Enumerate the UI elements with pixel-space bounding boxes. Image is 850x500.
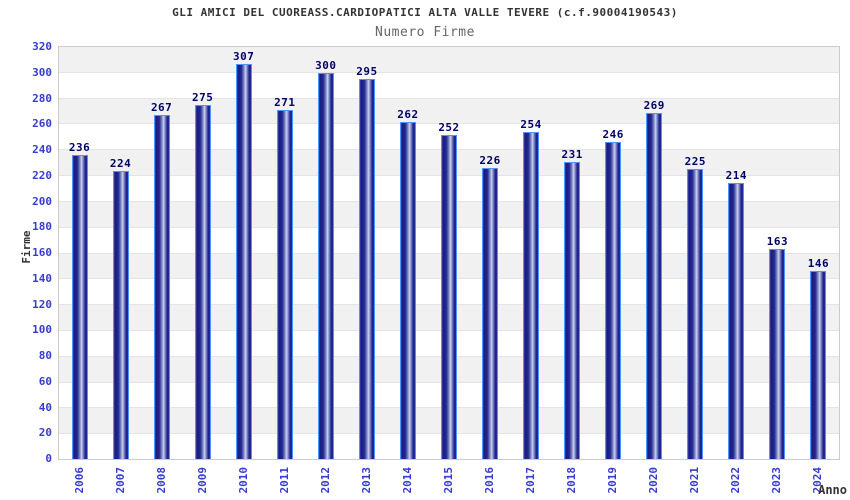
chart-title: GLI AMICI DEL CUOREASS.CARDIOPATICI ALTA… bbox=[172, 6, 678, 19]
bar-2019: 246 bbox=[603, 128, 623, 459]
y-tick-label: 60 bbox=[38, 374, 52, 388]
chart-subtitle: Numero Firme bbox=[375, 25, 475, 40]
bar-value-label: 295 bbox=[356, 65, 378, 79]
bar-2020: 269 bbox=[644, 99, 664, 459]
x-tick-label: 2011 bbox=[277, 467, 291, 494]
bar-2013: 295 bbox=[356, 65, 377, 459]
x-tick-label: 2020 bbox=[647, 467, 661, 494]
bar-value-label: 214 bbox=[725, 169, 748, 183]
bar-2011: 271 bbox=[274, 96, 295, 459]
bar-value-label: 225 bbox=[684, 155, 706, 169]
y-tick-label: 220 bbox=[32, 168, 52, 182]
y-tick-label: 20 bbox=[38, 426, 52, 440]
y-tick-label: 260 bbox=[32, 117, 52, 131]
x-tick-label: 2022 bbox=[729, 467, 743, 494]
bar-2009: 275 bbox=[192, 91, 213, 459]
bar-value-label: 231 bbox=[561, 147, 583, 161]
x-tick-label: 2008 bbox=[154, 467, 168, 494]
bar-value-label: 307 bbox=[233, 49, 255, 63]
y-tick-label: 120 bbox=[32, 297, 52, 311]
x-tick-label: 2013 bbox=[359, 467, 373, 494]
y-tick-label: 140 bbox=[32, 271, 52, 285]
bar-2024: 146 bbox=[808, 257, 829, 459]
y-tick-label: 180 bbox=[32, 220, 52, 234]
x-tick-label: 2007 bbox=[113, 467, 127, 494]
bar-2015: 252 bbox=[438, 121, 459, 459]
bar-value-label: 275 bbox=[191, 90, 214, 104]
y-tick-label: 280 bbox=[32, 91, 52, 105]
bar-2018: 231 bbox=[561, 148, 582, 459]
bar-2010: 307 bbox=[233, 50, 254, 459]
y-tick-label: 0 bbox=[45, 452, 52, 465]
bar-2006: 236 bbox=[69, 141, 90, 459]
x-tick-label: 2014 bbox=[400, 467, 414, 494]
bar-2017: 254 bbox=[520, 118, 541, 459]
y-axis-tick-labels: 320 300 280 260 240 220 200 180 160 140 120 100 80 60… bbox=[0, 40, 52, 465]
x-tick-label: 2016 bbox=[483, 467, 497, 494]
bar-value-label: 224 bbox=[109, 156, 132, 170]
x-tick-label: 2023 bbox=[770, 467, 784, 494]
bar-2021: 225 bbox=[685, 155, 705, 459]
bar-2023: 163 bbox=[767, 235, 788, 459]
bar-value-label: 262 bbox=[397, 107, 419, 121]
plot-band bbox=[59, 47, 839, 73]
x-tick-label: 2017 bbox=[524, 467, 538, 494]
bar-value-label: 267 bbox=[150, 101, 173, 115]
y-tick-label: 200 bbox=[32, 194, 52, 208]
x-tick-label: 2009 bbox=[195, 467, 209, 494]
bar-value-label: 300 bbox=[315, 58, 337, 72]
y-tick-label: 160 bbox=[32, 246, 52, 259]
bar-2012: 300 bbox=[315, 59, 336, 459]
bar-2022: 214 bbox=[726, 169, 747, 459]
y-tick-label: 240 bbox=[32, 143, 52, 156]
x-tick-label: 2019 bbox=[606, 467, 620, 494]
bar-value-label: 271 bbox=[274, 96, 296, 110]
bar-value-label: 269 bbox=[643, 98, 665, 112]
y-tick-label: 80 bbox=[38, 349, 52, 362]
x-tick-label: 2006 bbox=[72, 467, 86, 494]
bar-value-label: 163 bbox=[766, 235, 789, 249]
y-tick-label: 100 bbox=[32, 323, 52, 337]
bar-value-label: 246 bbox=[602, 128, 624, 142]
y-tick-label: 320 bbox=[32, 40, 52, 53]
x-tick-label: 2018 bbox=[565, 467, 579, 494]
bar-value-label: 236 bbox=[68, 141, 91, 155]
y-tick-label: 300 bbox=[32, 65, 52, 79]
y-tick-label: 40 bbox=[38, 400, 52, 414]
x-axis-title: Anno bbox=[818, 483, 847, 497]
x-tick-label: 2021 bbox=[688, 467, 702, 494]
bar-2016: 226 bbox=[479, 154, 500, 459]
x-tick-label: 2010 bbox=[236, 467, 250, 494]
plot-band bbox=[59, 98, 839, 125]
bar-value-label: 226 bbox=[479, 154, 501, 168]
bar-2014: 262 bbox=[397, 108, 418, 459]
plot-band bbox=[59, 72, 839, 99]
bar-value-label: 252 bbox=[438, 120, 460, 134]
bars-container: 236 224 267 275 307 271 300 295 262 252 226 254 231 2… bbox=[59, 47, 839, 459]
x-tick-label: 2012 bbox=[318, 467, 332, 494]
bar-2007: 224 bbox=[110, 157, 131, 459]
bar-value-label: 146 bbox=[807, 257, 830, 271]
plot-area: 236 224 267 275 307 271 300 295 262 252 226 254 231 2… bbox=[58, 46, 840, 460]
bar-2008: 267 bbox=[151, 101, 172, 459]
bar-value-label: 254 bbox=[520, 117, 542, 131]
x-tick-label: 2015 bbox=[442, 467, 455, 494]
x-axis-tick-labels: 2006 2007 2008 2009 2010 2011 2012 2013 2014 2015… bbox=[59, 460, 839, 500]
